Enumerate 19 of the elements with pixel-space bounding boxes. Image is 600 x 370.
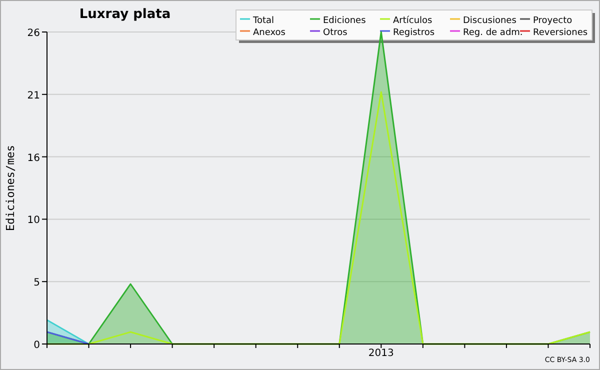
y-axis-title: Ediciones/mes bbox=[4, 144, 17, 232]
legend-label: Registros bbox=[393, 28, 435, 38]
chart-title: Luxray plata bbox=[79, 7, 171, 22]
legend-label: Total bbox=[252, 16, 274, 26]
y-tick-label: 26 bbox=[27, 28, 40, 39]
legend-label: Otros bbox=[323, 28, 348, 38]
legend-label: Reg. de adm. bbox=[463, 28, 523, 38]
y-tick-label: 0 bbox=[34, 340, 40, 351]
legend-label: Reversiones bbox=[533, 28, 588, 38]
y-tick-label: 16 bbox=[27, 152, 40, 164]
legend-label: Discusiones bbox=[463, 16, 517, 26]
legend-label: Ediciones bbox=[323, 16, 366, 26]
y-tick-label: 10 bbox=[27, 215, 40, 226]
legend-label: Artículos bbox=[393, 15, 433, 26]
legend-label: Anexos bbox=[253, 28, 286, 38]
y-tick-label: 5 bbox=[34, 278, 40, 289]
x-tick-label: 2013 bbox=[368, 348, 394, 359]
y-tick-label: 21 bbox=[27, 90, 40, 102]
legend-label: Proyecto bbox=[533, 16, 573, 26]
